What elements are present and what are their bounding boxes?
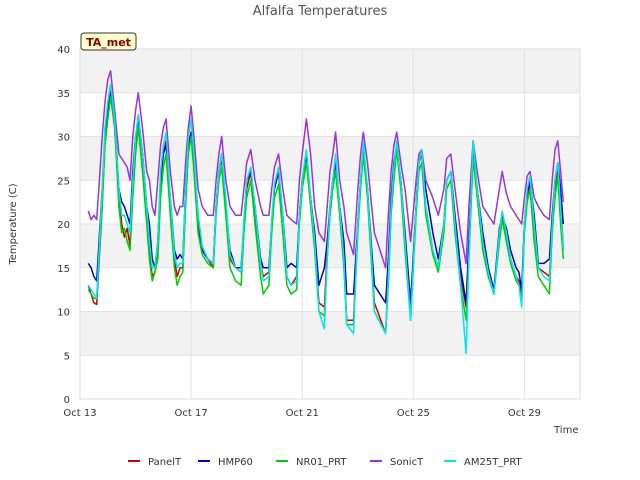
y-tick-label: 35 <box>57 89 70 100</box>
legend-label: NR01_PRT <box>296 457 347 468</box>
badge-label: TA_met <box>86 36 131 49</box>
y-axis-label: Temperature (C) <box>8 183 19 265</box>
background-band <box>80 355 580 399</box>
plot-frame <box>79 48 581 400</box>
x-tick-label: Oct 21 <box>286 408 319 419</box>
legend-label: PanelT <box>148 457 182 468</box>
y-tick-label: 15 <box>57 264 70 275</box>
legend-label: SonicT <box>390 457 424 468</box>
background-band <box>80 311 580 356</box>
background-band <box>80 92 580 137</box>
x-axis-ticks: Oct 13 Oct 17 Oct 21 Oct 25 Oct 29 <box>63 408 541 419</box>
series-line-nr01-prt <box>87 96 565 335</box>
legend: PanelT HMP60 NR01_PRT SonicT AM25T_PRT <box>128 457 523 468</box>
badge-box <box>80 32 137 51</box>
background-band <box>80 49 580 93</box>
series-line-sonict <box>87 70 565 269</box>
x-tick-label: Oct 29 <box>508 408 541 419</box>
y-tick-label: 20 <box>57 220 70 231</box>
y-tick-label: 40 <box>57 45 70 56</box>
ta-met-badge: TA_met <box>80 32 137 51</box>
y-tick-label: 30 <box>57 133 70 144</box>
x-axis-label: Time <box>553 425 578 436</box>
series-line-am25t-prt <box>87 83 565 355</box>
y-tick-label: 10 <box>57 308 70 319</box>
y-tick-label: 0 <box>64 395 70 406</box>
legend-label: HMP60 <box>218 457 253 468</box>
x-tick-label: Oct 13 <box>63 408 96 419</box>
y-tick-label: 25 <box>57 176 70 187</box>
series-lines <box>87 70 565 355</box>
legend-label: AM25T_PRT <box>464 457 523 468</box>
chart-title: Alfalfa Temperatures <box>253 4 388 19</box>
x-tick-label: Oct 17 <box>175 408 208 419</box>
y-tick-label: 5 <box>64 351 70 362</box>
x-tick-label: Oct 25 <box>397 408 430 419</box>
y-axis-ticks: 0 5 10 15 20 25 30 35 40 <box>57 45 70 406</box>
background-band <box>80 267 580 312</box>
